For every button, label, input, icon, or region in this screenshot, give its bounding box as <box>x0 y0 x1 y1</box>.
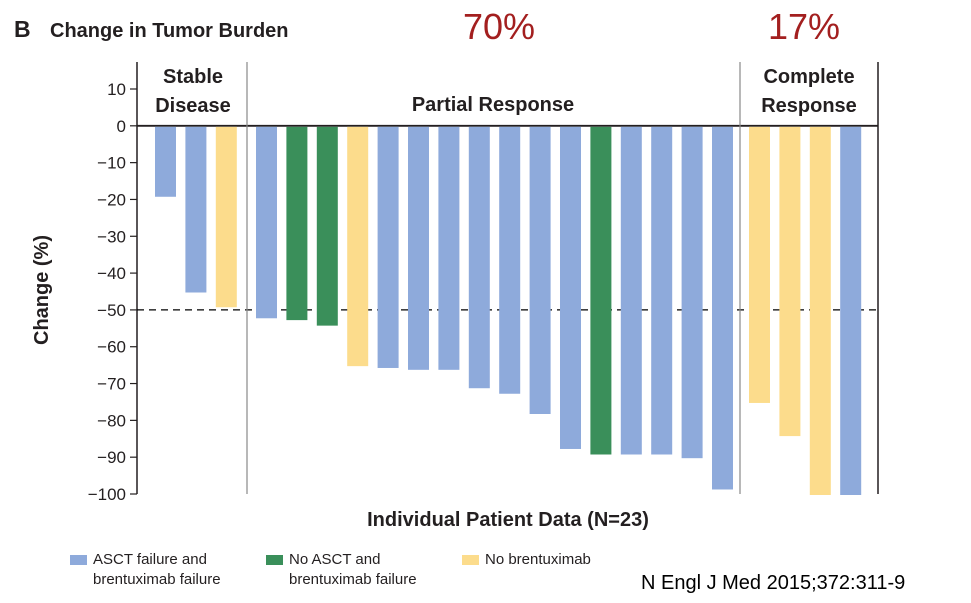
bar <box>438 126 460 370</box>
bar <box>316 126 338 326</box>
panel-letter: B <box>14 16 31 42</box>
y-tick-label: 10 <box>107 80 126 99</box>
y-tick-label: −30 <box>97 227 126 246</box>
chart-title: Change in Tumor Burden <box>50 20 289 42</box>
bar <box>712 126 733 490</box>
bar <box>408 126 429 370</box>
y-tick-label: −80 <box>97 411 126 430</box>
y-tick-label: 0 <box>117 117 126 136</box>
bar <box>590 126 612 455</box>
bar <box>560 126 581 449</box>
bar <box>286 126 308 321</box>
bar <box>468 126 490 389</box>
legend-swatch-no-asct <box>266 555 283 565</box>
y-tick-label: −100 <box>88 485 126 504</box>
y-axis-label: Change (%) <box>31 235 53 345</box>
y-tick-label: −90 <box>97 448 126 467</box>
legend-label-asct-failure: ASCT failure and brentuximab failure <box>93 551 221 588</box>
y-tick-label: −70 <box>97 375 126 394</box>
y-tick-label: −60 <box>97 338 126 357</box>
bar <box>651 126 673 455</box>
group-label: Complete <box>763 66 854 88</box>
bar <box>155 126 176 197</box>
bar <box>681 126 703 459</box>
y-tick-label: −50 <box>97 301 126 320</box>
bar <box>499 126 521 394</box>
y-tick-label: −20 <box>97 190 126 209</box>
group-label: Partial Response <box>412 94 574 116</box>
group-label: Response <box>761 95 857 117</box>
partial-response-percentage: 70% <box>463 6 536 47</box>
legend-label-no-asct: No ASCT and brentuximab failure <box>289 551 417 588</box>
bar <box>620 126 642 455</box>
group-label: Stable <box>163 66 223 88</box>
bar <box>347 126 369 367</box>
bar <box>256 126 277 319</box>
bar <box>809 126 831 496</box>
y-tick-label: −40 <box>97 264 126 283</box>
y-tick-label: −10 <box>97 154 126 173</box>
bar <box>840 126 862 496</box>
complete-response-percentage: 17% <box>768 6 841 47</box>
bar <box>529 126 551 415</box>
legend-swatch-no-brentuximab <box>462 555 479 565</box>
legend-label-no-brentuximab: No brentuximab <box>485 551 591 568</box>
bar <box>749 126 770 403</box>
x-axis-label: Individual Patient Data (N=23) <box>367 509 649 531</box>
bar <box>377 126 399 368</box>
bar <box>185 126 207 293</box>
bar <box>215 126 237 308</box>
citation: N Engl J Med 2015;372:311-9 <box>641 572 906 594</box>
legend-swatch-asct-failure <box>70 555 87 565</box>
bar <box>779 126 801 437</box>
group-label: Disease <box>155 95 231 117</box>
